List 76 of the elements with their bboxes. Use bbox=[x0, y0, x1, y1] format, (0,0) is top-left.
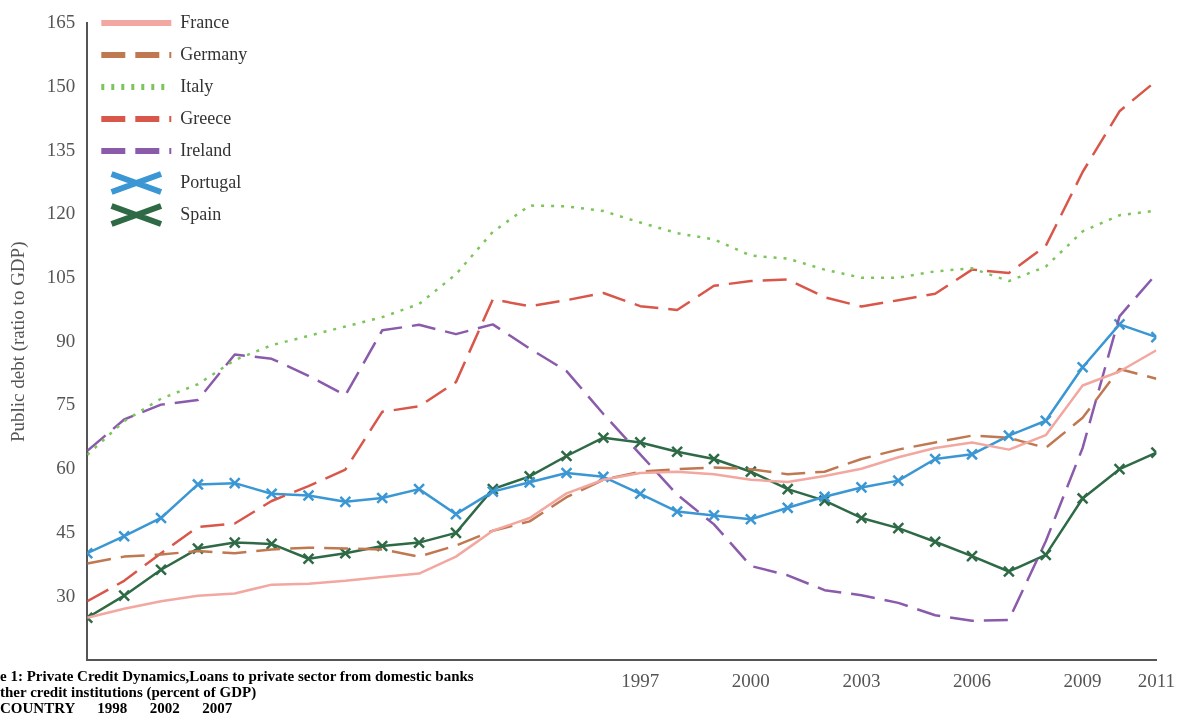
point bbox=[597, 431, 610, 444]
point bbox=[634, 487, 647, 500]
x-tick-label: 2006 bbox=[953, 669, 992, 691]
point bbox=[634, 436, 647, 449]
point bbox=[744, 513, 758, 526]
point bbox=[412, 536, 426, 549]
y-tick-label: 165 bbox=[46, 11, 76, 33]
point bbox=[191, 478, 205, 491]
point bbox=[965, 448, 979, 461]
point bbox=[1002, 429, 1016, 442]
y-tick-label: 150 bbox=[46, 75, 76, 97]
line-series bbox=[87, 367, 1157, 565]
point bbox=[117, 530, 131, 543]
point bbox=[855, 481, 868, 494]
legend-label: Greece bbox=[180, 107, 232, 128]
legend-label: France bbox=[180, 11, 230, 32]
point bbox=[928, 452, 942, 466]
point bbox=[265, 537, 278, 551]
y-tick-label: 30 bbox=[56, 584, 76, 606]
point bbox=[523, 476, 536, 489]
point bbox=[781, 482, 794, 496]
point bbox=[302, 489, 315, 502]
text: COUNTRY 1998 2002 2007 bbox=[0, 700, 234, 716]
x-tick-label: 2011 bbox=[1137, 669, 1175, 691]
y-tick-label: 135 bbox=[46, 138, 76, 160]
point bbox=[449, 526, 463, 540]
point bbox=[1002, 565, 1016, 578]
point bbox=[928, 535, 942, 548]
point bbox=[412, 482, 426, 496]
point bbox=[1076, 361, 1089, 374]
point bbox=[228, 536, 241, 549]
point bbox=[707, 452, 721, 466]
point bbox=[117, 589, 131, 602]
legend-label: Portugal bbox=[180, 171, 242, 192]
y-tick-label: 120 bbox=[46, 202, 76, 224]
point bbox=[154, 563, 168, 576]
legend-label: Germany bbox=[180, 43, 248, 64]
point bbox=[449, 507, 463, 521]
point bbox=[265, 487, 278, 500]
text: ther credit institutions (percent of GDP) bbox=[0, 684, 258, 700]
point bbox=[1113, 318, 1126, 331]
point bbox=[855, 511, 868, 525]
point bbox=[1039, 548, 1052, 562]
y-tick-label: 90 bbox=[56, 329, 76, 351]
point bbox=[670, 445, 684, 458]
point bbox=[376, 491, 389, 505]
point bbox=[339, 547, 352, 560]
point bbox=[892, 521, 905, 535]
point bbox=[670, 505, 684, 518]
legend-label: Ireland bbox=[180, 139, 232, 160]
point bbox=[965, 549, 979, 563]
y-tick-label: 105 bbox=[46, 266, 76, 288]
point bbox=[228, 476, 241, 490]
y-tick-label: 60 bbox=[56, 457, 76, 479]
text: e 1: Private Credit Dynamics,Loans to private sector from domestic banks bbox=[0, 668, 474, 684]
point bbox=[707, 509, 721, 522]
point bbox=[154, 511, 168, 525]
x-tick-label: 2000 bbox=[731, 669, 770, 691]
point bbox=[339, 495, 352, 509]
legend-label: Spain bbox=[180, 203, 222, 224]
point bbox=[560, 449, 573, 463]
y-axis-title: Public debt (ratio to GDP) bbox=[7, 241, 30, 443]
legend-label: Italy bbox=[180, 75, 214, 96]
point bbox=[892, 474, 905, 487]
point bbox=[818, 490, 831, 503]
point bbox=[560, 466, 573, 480]
x-tick-label: 1997 bbox=[621, 669, 660, 691]
point bbox=[781, 501, 794, 514]
y-tick-label: 45 bbox=[56, 520, 76, 542]
y-tick-label: 75 bbox=[56, 393, 76, 415]
x-tick-label: 2003 bbox=[842, 669, 881, 691]
x-tick-label: 2009 bbox=[1063, 669, 1102, 691]
point bbox=[1076, 492, 1089, 505]
point bbox=[302, 552, 315, 565]
point bbox=[1039, 414, 1052, 427]
point bbox=[1113, 462, 1126, 476]
